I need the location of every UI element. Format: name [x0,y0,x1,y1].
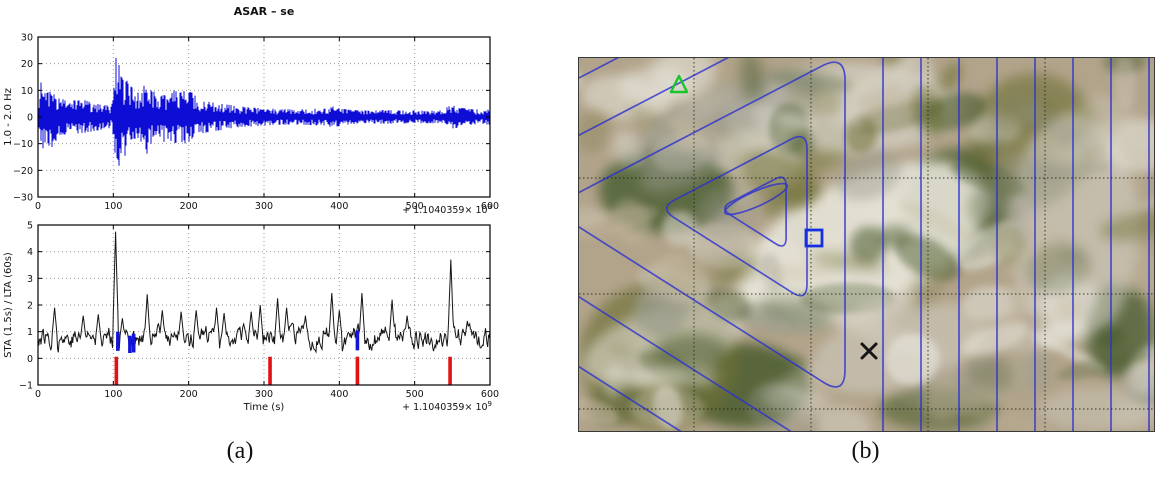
tick-marks [37,36,491,198]
wavefront-contour [1072,58,1074,431]
chart-title: ASAR – se [234,5,295,18]
map-gridlines [579,58,1154,431]
svg-text:500: 500 [406,201,424,212]
svg-text:4: 4 [27,247,33,258]
svg-text:30: 30 [21,33,33,44]
wavefront-contour [1148,58,1150,431]
sta-lta-trace [37,231,491,354]
svg-text:600: 600 [481,389,499,400]
svg-text:0: 0 [27,354,33,365]
wavefront-contour [996,58,998,431]
svg-text:20: 20 [21,59,33,70]
wavefront-contour [665,135,808,297]
svg-text:400: 400 [330,389,348,400]
svg-text:−20: −20 [13,166,33,177]
svg-text:600: 600 [481,201,499,212]
caption-a: (a) [226,438,254,464]
offset-base: + 1.1040359× 10 [402,205,487,216]
wavefront-contour [579,61,846,388]
station-marker [669,74,689,94]
seismogram-chart: ASAR – se 1.0 - 2.0 Hz STA (1.5s) / LTA … [3,5,499,413]
wavefront-contour [579,58,922,431]
tick-marks [37,224,491,386]
satellite-map [578,57,1155,432]
x-axis-label: Time (s) [243,402,285,413]
bottom-y-axis-label: STA (1.5s) / LTA (60s) [3,252,14,358]
wavefront-contour [958,58,960,431]
svg-text:500: 500 [406,389,424,400]
inner-wavefront-loop [723,182,789,216]
svg-text:200: 200 [180,389,198,400]
svg-text:0: 0 [35,389,41,400]
detection-bars-red [114,356,452,385]
svg-text:10: 10 [21,86,33,97]
svg-text:200: 200 [180,201,198,212]
svg-text:2: 2 [27,301,33,312]
svg-text:0: 0 [27,113,33,124]
wavefront-contours [579,58,1150,431]
top-x-offset-text: + 1.1040359× 109 [402,203,492,216]
location-marker [860,342,878,360]
svg-text:300: 300 [255,201,273,212]
svg-text:3: 3 [27,274,33,285]
source-marker [804,228,824,248]
pick-bars-blue [116,330,360,353]
caption-b: (b) [851,438,880,464]
grid-lines [37,224,491,386]
wavefront-contour [724,176,787,247]
offset-exponent: 9 [488,203,492,211]
top-y-axis-label: 1.0 - 2.0 Hz [3,88,14,146]
svg-text:−1: −1 [19,381,33,392]
offset-base: + 1.1040359× 10 [402,402,487,413]
map-overlay [579,58,1154,431]
svg-text:0: 0 [35,201,41,212]
svg-text:1: 1 [27,327,33,338]
svg-text:100: 100 [104,389,122,400]
map-markers [669,74,878,360]
offset-exponent: 9 [488,400,492,408]
svg-text:400: 400 [330,201,348,212]
svg-text:−30: −30 [13,193,33,204]
svg-text:5: 5 [27,221,33,232]
svg-text:100: 100 [104,201,122,212]
bottom-x-offset-text: + 1.1040359× 109 [402,400,492,413]
svg-text:300: 300 [255,389,273,400]
svg-text:−10: −10 [13,139,33,150]
